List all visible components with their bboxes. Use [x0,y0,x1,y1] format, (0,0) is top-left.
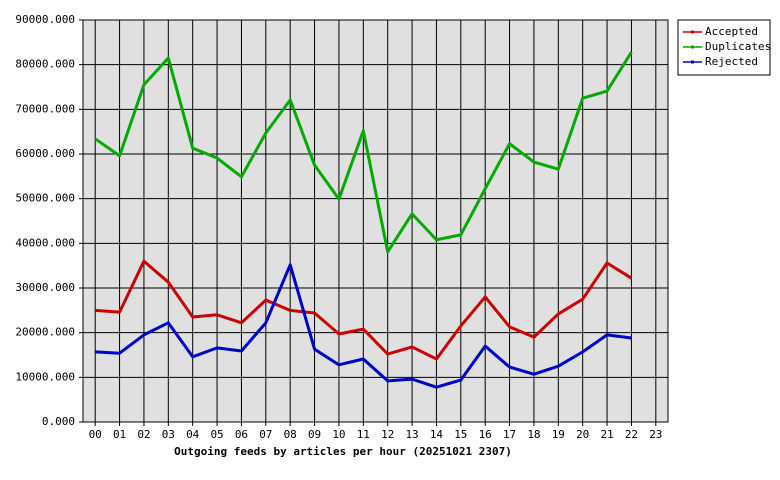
x-tick-label: 10 [332,428,345,441]
x-tick-label: 07 [259,428,272,441]
legend-marker [691,45,694,49]
series-line [95,263,632,389]
x-tick-label: 11 [357,428,370,441]
y-tick-label: 80000.000 [15,58,75,71]
y-tick-label: 70000.000 [15,102,75,115]
y-tick-label: 30000.000 [15,281,75,294]
y-tick-label: 10000.000 [15,370,75,383]
series-line [94,51,633,254]
x-tick-label: 01 [113,428,126,441]
legend-marker [691,30,694,34]
y-tick-label: 0.000 [42,415,75,428]
x-tick-label: 18 [527,428,540,441]
series-line [95,259,633,361]
x-tick-label: 00 [89,428,102,441]
x-tick-label: 06 [235,428,248,441]
y-tick-label: 90000.000 [15,13,75,26]
legend-label: Duplicates [705,40,771,53]
x-tick-label: 12 [381,428,394,441]
y-tick-label: 60000.000 [15,147,75,160]
x-tick-label: 17 [503,428,516,441]
y-tick-label: 50000.000 [15,192,75,205]
x-tick-label: 16 [479,428,492,441]
x-axis-title: Outgoing feeds by articles per hour (202… [174,445,512,458]
legend-label: Rejected [705,55,758,68]
x-tick-label: 04 [186,428,200,441]
x-tick-label: 14 [430,428,444,441]
y-tick-label: 40000.000 [15,236,75,249]
legend-label: Accepted [705,25,758,38]
y-tick-label: 20000.000 [15,326,75,339]
x-tick-label: 03 [162,428,175,441]
x-tick-label: 19 [552,428,565,441]
plot-area [82,19,669,423]
x-tick-label: 05 [210,428,223,441]
x-tick-label: 21 [600,428,613,441]
x-tick-label: 02 [137,428,150,441]
x-tick-label: 09 [308,428,321,441]
x-tick-label: 20 [576,428,589,441]
x-tick-label: 08 [284,428,297,441]
x-tick-label: 13 [405,428,418,441]
x-tick-label: 22 [625,428,638,441]
legend-marker [691,60,694,64]
x-tick-label: 23 [649,428,662,441]
x-tick-label: 15 [454,428,467,441]
